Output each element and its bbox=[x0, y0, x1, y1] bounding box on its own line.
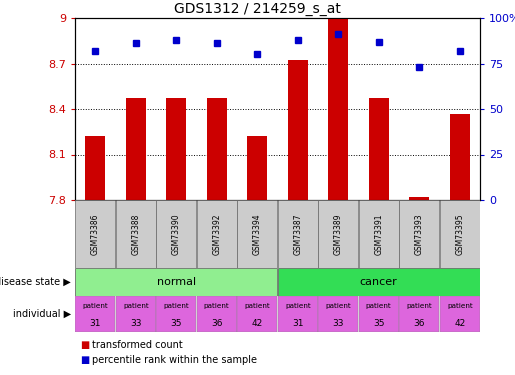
Bar bbox=[328, 18, 348, 200]
Text: patient: patient bbox=[82, 303, 108, 309]
Bar bbox=[278, 268, 480, 296]
Bar bbox=[75, 200, 115, 268]
Bar bbox=[207, 98, 227, 200]
Text: GSM73387: GSM73387 bbox=[293, 213, 302, 255]
Text: patient: patient bbox=[163, 303, 189, 309]
Bar bbox=[116, 296, 156, 332]
Text: patient: patient bbox=[325, 303, 351, 309]
Text: transformed count: transformed count bbox=[92, 340, 183, 350]
Bar bbox=[318, 296, 358, 332]
Bar bbox=[75, 296, 115, 332]
Bar bbox=[237, 296, 277, 332]
Text: 31: 31 bbox=[292, 318, 303, 327]
Bar bbox=[75, 268, 277, 296]
Bar bbox=[247, 136, 267, 200]
Text: patient: patient bbox=[123, 303, 149, 309]
Bar bbox=[197, 200, 237, 268]
Text: 36: 36 bbox=[414, 318, 425, 327]
Bar bbox=[85, 136, 106, 200]
Bar bbox=[237, 200, 277, 268]
Bar bbox=[126, 98, 146, 200]
Text: disease state ▶: disease state ▶ bbox=[0, 277, 71, 287]
Bar bbox=[166, 98, 186, 200]
Bar bbox=[399, 200, 439, 268]
Text: cancer: cancer bbox=[360, 277, 398, 287]
Bar bbox=[287, 60, 308, 200]
Bar bbox=[156, 200, 196, 268]
Bar bbox=[278, 200, 318, 268]
Bar bbox=[440, 200, 480, 268]
Bar bbox=[197, 296, 237, 332]
Bar bbox=[156, 296, 196, 332]
Text: 35: 35 bbox=[170, 318, 182, 327]
Text: GDS1312 / 214259_s_at: GDS1312 / 214259_s_at bbox=[174, 2, 341, 16]
Text: GSM73393: GSM73393 bbox=[415, 213, 424, 255]
Bar bbox=[440, 296, 480, 332]
Bar bbox=[399, 296, 439, 332]
Text: patient: patient bbox=[285, 303, 311, 309]
Text: GSM73394: GSM73394 bbox=[253, 213, 262, 255]
Text: patient: patient bbox=[366, 303, 391, 309]
Bar bbox=[318, 200, 358, 268]
Text: percentile rank within the sample: percentile rank within the sample bbox=[92, 355, 257, 365]
Text: ■: ■ bbox=[80, 340, 89, 350]
Text: 36: 36 bbox=[211, 318, 222, 327]
Text: GSM73390: GSM73390 bbox=[171, 213, 181, 255]
Text: GSM73391: GSM73391 bbox=[374, 213, 383, 255]
Text: normal: normal bbox=[157, 277, 196, 287]
Text: 35: 35 bbox=[373, 318, 385, 327]
Text: GSM73386: GSM73386 bbox=[91, 213, 100, 255]
Text: GSM73395: GSM73395 bbox=[455, 213, 464, 255]
Text: 31: 31 bbox=[90, 318, 101, 327]
Text: 33: 33 bbox=[333, 318, 344, 327]
Bar bbox=[278, 296, 318, 332]
Text: patient: patient bbox=[406, 303, 432, 309]
Bar bbox=[450, 114, 470, 200]
Text: 42: 42 bbox=[454, 318, 466, 327]
Text: ■: ■ bbox=[80, 355, 89, 365]
Bar bbox=[369, 98, 389, 200]
Text: patient: patient bbox=[245, 303, 270, 309]
Text: GSM73389: GSM73389 bbox=[334, 213, 343, 255]
Text: GSM73392: GSM73392 bbox=[212, 213, 221, 255]
Text: patient: patient bbox=[447, 303, 473, 309]
Bar bbox=[409, 197, 430, 200]
Bar bbox=[116, 200, 156, 268]
Bar bbox=[359, 200, 399, 268]
Text: 33: 33 bbox=[130, 318, 142, 327]
Text: 42: 42 bbox=[252, 318, 263, 327]
Text: individual ▶: individual ▶ bbox=[13, 309, 71, 319]
Bar bbox=[359, 296, 399, 332]
Text: patient: patient bbox=[204, 303, 230, 309]
Text: GSM73388: GSM73388 bbox=[131, 213, 140, 255]
